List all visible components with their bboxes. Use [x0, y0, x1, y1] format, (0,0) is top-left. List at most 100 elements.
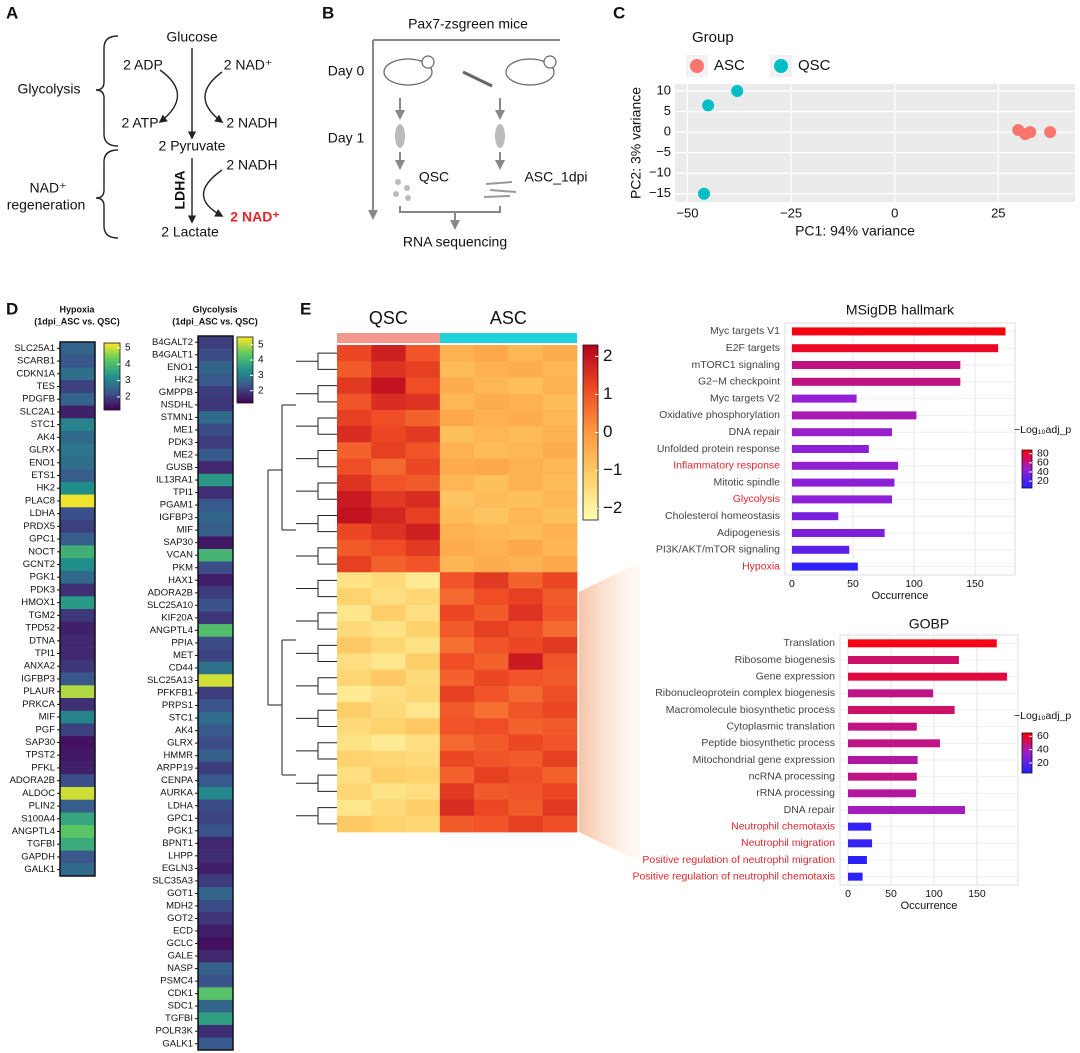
cell: [439, 377, 475, 395]
cell: [474, 556, 509, 573]
cell: [439, 345, 475, 362]
cell: [542, 718, 578, 735]
panel-label: D: [6, 299, 18, 318]
cell: [198, 899, 233, 913]
row-label: B4GALT2: [152, 337, 193, 348]
row-label: IGFBP3: [21, 673, 55, 684]
zoom-wedge: [579, 562, 640, 862]
row-label: NOCT: [28, 546, 55, 557]
x-tick-label: −25: [780, 205, 802, 220]
heatmap-subtitle: (1dpi_ASC vs. QSC): [34, 316, 120, 326]
row-label: HMMR: [163, 750, 193, 761]
cell: [198, 423, 233, 437]
row-label: MDH2: [166, 900, 193, 911]
heatmap-title: Hypoxia: [59, 304, 95, 314]
cell: [337, 685, 372, 703]
cell: [337, 653, 372, 671]
enzyme: LDHA: [172, 171, 188, 210]
row-label: ADORA2B: [148, 587, 193, 598]
row-label: SAP30: [163, 537, 193, 548]
cell: [405, 702, 441, 719]
cell: [542, 377, 578, 395]
cell: [198, 498, 233, 512]
cell: [439, 442, 475, 460]
row-label: ENO1: [167, 362, 193, 373]
timepoint: Day 0: [328, 63, 365, 79]
cell: [60, 532, 95, 546]
cell: [508, 393, 544, 411]
row-label: BPNT1: [162, 838, 193, 849]
colorbar: [1021, 449, 1033, 489]
row-label: GOT1: [167, 888, 193, 899]
cell: [337, 556, 372, 573]
point: [1024, 126, 1037, 139]
row-label: SLC25A1: [14, 343, 55, 354]
cell: [474, 588, 509, 606]
cell: [542, 361, 578, 378]
category-label: Ribosome biogenesis: [735, 654, 835, 666]
cell: [371, 734, 406, 752]
cell: [60, 596, 95, 610]
row-label: SLC2A1: [20, 406, 55, 417]
category-label: Myc targets V2: [710, 392, 780, 404]
row-label: MIF: [177, 525, 194, 536]
cell: [198, 486, 233, 500]
cell: [439, 393, 475, 411]
row-label: LHPP: [168, 850, 193, 861]
cell: [60, 710, 95, 724]
legend-title: Group: [692, 29, 734, 46]
cell: [60, 354, 95, 368]
row-label: SCARB1: [17, 356, 55, 367]
row-label: PFKFB1: [157, 688, 193, 699]
cell: [508, 377, 544, 395]
cell: [474, 572, 509, 589]
bar: [791, 562, 858, 571]
cell: [542, 442, 578, 460]
cell: [405, 377, 441, 395]
point: [731, 84, 744, 97]
category-label: PI3K/AKT/mTOR signaling: [656, 544, 780, 556]
cell: [474, 345, 509, 362]
cell: [337, 734, 372, 752]
cell: [405, 637, 441, 654]
cell: [60, 443, 95, 457]
category-label: Myc targets V1: [710, 325, 780, 337]
dendrogram-branch: [296, 612, 337, 630]
cell: [542, 474, 578, 492]
row-label: IGFBP3: [159, 512, 193, 523]
bar: [791, 478, 895, 487]
bar: [847, 756, 918, 764]
node: 2 ATP: [121, 115, 158, 131]
cell: [198, 774, 233, 788]
colorbar-label: 3: [125, 375, 131, 386]
row-label: ADORA2B: [10, 775, 55, 786]
cell: [439, 507, 475, 524]
legend-swatch: [690, 59, 704, 73]
plot-background: [675, 84, 1075, 202]
cell: [198, 786, 233, 800]
cell: [198, 1037, 233, 1051]
bar: [847, 772, 917, 781]
cell: [474, 653, 509, 671]
cell: [474, 750, 509, 768]
y-tick-label: −10: [649, 165, 671, 180]
y-tick-label: 0: [664, 124, 671, 139]
cell: [198, 699, 233, 713]
cell: [474, 783, 509, 800]
cell: [439, 685, 475, 703]
colorbar-label: 1: [603, 384, 612, 403]
cell: [337, 377, 372, 395]
cell: [439, 426, 475, 443]
colorbar-label: 4: [125, 359, 131, 370]
row-label: GPC1: [167, 813, 193, 824]
cell: [371, 783, 406, 800]
cell: [508, 637, 544, 654]
cell: [542, 426, 578, 443]
cell: [60, 494, 95, 508]
chart-title: GOBP: [909, 616, 949, 632]
cell: [542, 685, 578, 703]
row-label: PLAC8: [25, 495, 55, 506]
x-tick-label: 0: [891, 205, 898, 220]
dendrogram-branch: [296, 579, 337, 598]
colorbar-label: 60: [1037, 457, 1049, 469]
